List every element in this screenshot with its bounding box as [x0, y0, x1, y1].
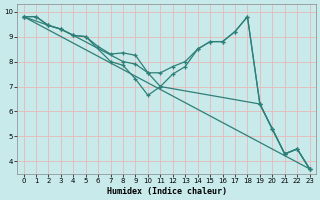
X-axis label: Humidex (Indice chaleur): Humidex (Indice chaleur) — [107, 187, 227, 196]
